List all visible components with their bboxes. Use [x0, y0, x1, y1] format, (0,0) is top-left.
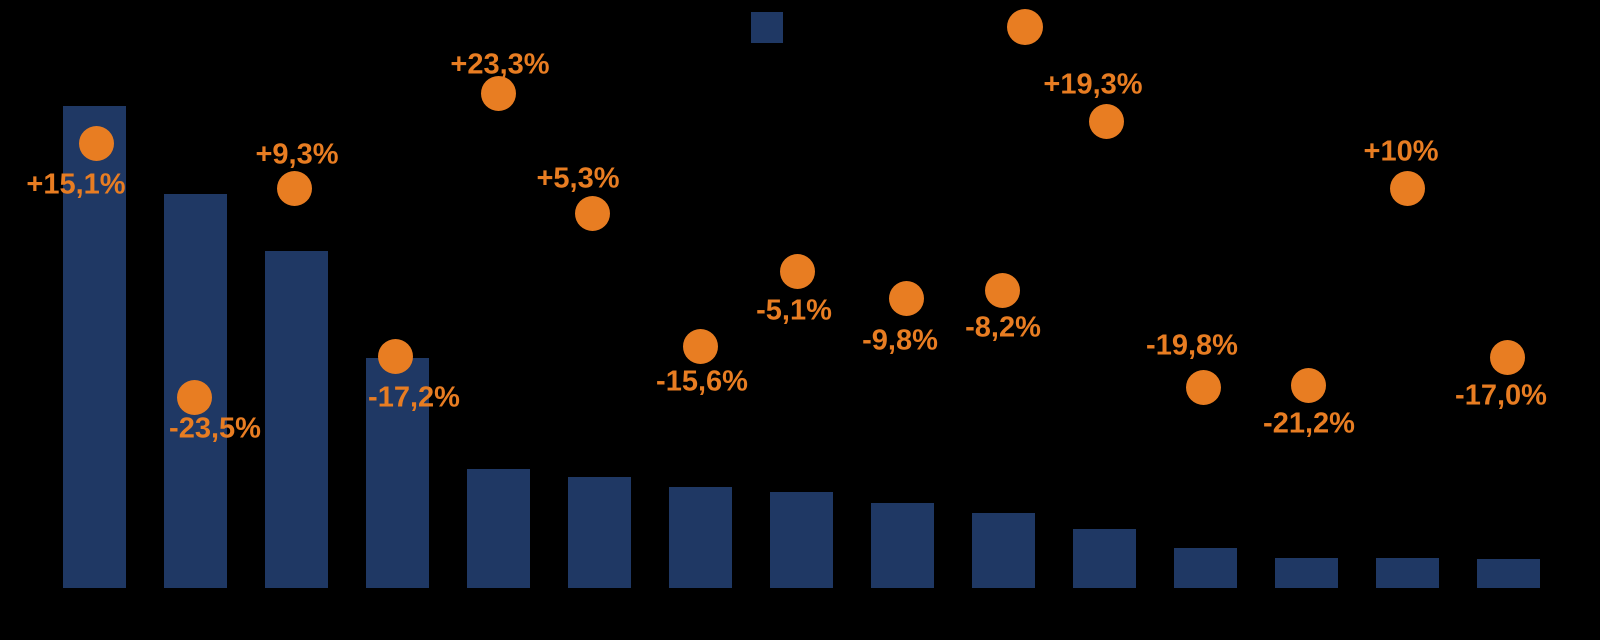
change-dot [480, 75, 516, 111]
change-label: +10% [1363, 135, 1439, 168]
change-dot [574, 195, 610, 231]
bar [1477, 559, 1540, 588]
bar [366, 358, 429, 588]
legend-dot-marker-icon [1007, 9, 1043, 45]
change-label: -9,8% [862, 324, 938, 357]
change-label: +19,3% [1043, 68, 1143, 101]
bar [972, 513, 1035, 588]
bar [568, 477, 631, 588]
change-label: -8,2% [965, 311, 1041, 344]
change-label: +23,3% [450, 48, 550, 81]
change-dot [984, 272, 1020, 308]
change-dot [682, 328, 718, 364]
change-dot [377, 338, 413, 374]
change-dot [888, 280, 924, 316]
change-label: -17,2% [368, 381, 460, 414]
change-dot [276, 170, 312, 206]
bar [1376, 558, 1439, 588]
change-label: +5,3% [536, 162, 620, 195]
change-dot [78, 125, 114, 161]
change-dot [1389, 170, 1425, 206]
bar [1174, 548, 1237, 588]
change-label: +15,1% [26, 168, 126, 201]
change-label: -5,1% [756, 294, 832, 327]
change-dot [1185, 369, 1221, 405]
change-label: -17,0% [1455, 379, 1547, 412]
bar [1073, 529, 1136, 588]
bar [1275, 558, 1338, 588]
bar [467, 469, 530, 588]
change-dot [1088, 103, 1124, 139]
bar [265, 251, 328, 588]
bar [871, 503, 934, 588]
change-label: +9,3% [255, 138, 339, 171]
change-dot [176, 379, 212, 415]
change-label: -23,5% [169, 412, 261, 445]
bar [63, 106, 126, 588]
legend-bar-marker-icon [751, 12, 783, 43]
change-dot [1290, 367, 1326, 403]
change-dot [1489, 339, 1525, 375]
bar [770, 492, 833, 588]
change-label: -19,8% [1146, 329, 1238, 362]
change-label: -21,2% [1263, 407, 1355, 440]
change-dot [779, 253, 815, 289]
change-label: -15,6% [656, 365, 748, 398]
bar [669, 487, 732, 588]
